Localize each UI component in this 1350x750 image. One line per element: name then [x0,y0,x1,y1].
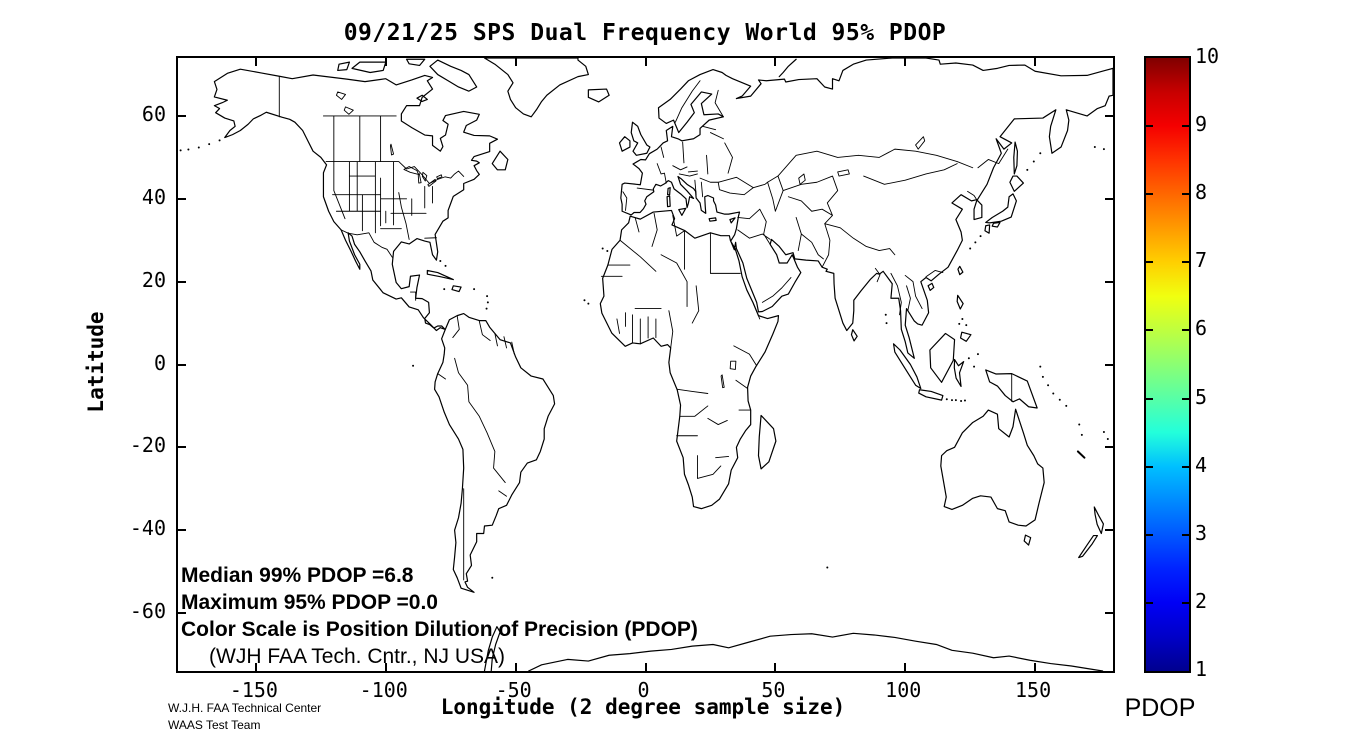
y-tick-label: -20 [129,433,166,458]
colorbar-tick [1146,125,1153,128]
y-axis-tick-right [1105,114,1113,117]
x-axis-tick-top [644,58,647,66]
x-axis-tick [384,663,387,671]
x-axis-tick-top [904,58,907,66]
world-map-outline [178,58,1113,671]
coastlines-path [214,58,1113,671]
colorbar-tick [1146,465,1153,468]
y-tick-label: 40 [141,184,166,209]
x-tick-label: 50 [761,678,786,702]
y-tick-label: -60 [129,599,166,623]
colorbar-tick-label: 10 [1195,44,1220,68]
x-axis-tick [1034,663,1037,671]
colorbar-tick-label: 8 [1195,180,1208,205]
colorbar-tick [1146,261,1153,264]
x-axis-label: Longitude (2 degree sample size) [440,695,846,719]
colorbar-tick-right [1182,533,1189,536]
x-tick-label: -50 [495,678,532,702]
colorbar-tick-label: 1 [1195,657,1208,681]
y-axis-tick [178,197,186,200]
colorbar-tick-label: 4 [1195,452,1208,477]
x-axis-tick-top [254,58,257,66]
colorbar-tick-label: 7 [1195,248,1208,273]
x-tick-label: 100 [885,678,922,702]
y-axis-tick [178,612,186,614]
y-tick-label: -40 [129,516,166,541]
credit-line-2: WAAS Test Team [168,718,261,732]
x-axis-tick [254,663,257,671]
colorbar-tick-label: 6 [1195,316,1208,341]
colorbar-tick-label: 9 [1195,112,1208,137]
y-axis-tick-right [1105,280,1113,283]
y-tick-label: 20 [141,267,166,292]
small-islands-dots-path [181,140,1108,577]
credit-line-1: W.J.H. FAA Technical Center [168,701,322,715]
y-axis-tick-right [1105,612,1113,614]
colorbar-tick [1146,329,1153,332]
y-axis-tick-right [1105,363,1113,366]
y-axis-tick-right [1105,197,1113,200]
colorbar-tick [1146,601,1153,604]
colorbar-tick-right [1182,397,1189,400]
x-axis-tick [774,663,777,671]
colorbar-tick-right [1182,125,1189,128]
colorbar-tick-right [1182,329,1189,332]
median-pdop-annotation: Median 99% PDOP =6.8 [181,564,414,587]
lakes-inland-seas-path [336,92,924,388]
stats-annotation-block: Median 99% PDOP =6.8 Maximum 95% PDOP =0… [181,562,698,670]
x-axis-tick [904,663,907,671]
y-axis-tick-right [1105,529,1113,532]
colorbar-tick-label: 5 [1195,384,1208,409]
x-axis-tick-top [384,58,387,66]
credit-footer: W.J.H. FAA Technical Center WAAS Test Te… [168,700,321,734]
colorbar-tick [1146,397,1153,400]
y-axis-tick [178,280,186,283]
map-plot-area: Median 99% PDOP =6.8 Maximum 95% PDOP =0… [176,56,1115,673]
colorbar-tick [1146,193,1153,196]
x-axis-tick [514,663,517,671]
x-tick-label: 150 [1015,678,1052,702]
country-borders-path [279,77,1011,580]
colorbar-tick-label: 3 [1195,520,1208,545]
wjh-faa-annotation: (WJH FAA Tech. Cntr., NJ USA) [209,645,506,668]
pdop-colorbar [1144,56,1191,673]
colorbar-tick-label: 2 [1195,588,1208,613]
x-axis-tick-top [1034,58,1037,66]
y-axis-tick [178,529,186,532]
colorbar-tick-right [1182,261,1189,264]
x-tick-label: -150 [229,678,278,702]
colorbar-label: PDOP [1124,694,1196,722]
y-axis-tick [178,114,186,117]
colorbar-tick-right [1182,601,1189,604]
figure-title: 09/21/25 SPS Dual Frequency World 95% PD… [343,20,947,46]
y-axis-label: Latitude [84,311,108,413]
colorbar-tick-right [1182,465,1189,468]
color-scale-annotation: Color Scale is Position Dilution of Prec… [181,618,698,641]
x-tick-label: -100 [359,678,408,702]
y-axis-tick [178,363,186,366]
y-axis-tick-right [1105,446,1113,449]
x-axis-tick-top [774,58,777,66]
y-tick-label: 0 [153,350,166,375]
x-tick-label: 0 [637,678,650,702]
colorbar-tick-right [1182,193,1189,196]
colorbar-tick [1146,533,1153,536]
maximum-pdop-annotation: Maximum 95% PDOP =0.0 [181,591,438,614]
y-tick-label: 60 [141,101,166,126]
x-axis-tick-top [514,58,517,66]
x-axis-tick [644,663,647,671]
y-axis-tick [178,446,186,449]
